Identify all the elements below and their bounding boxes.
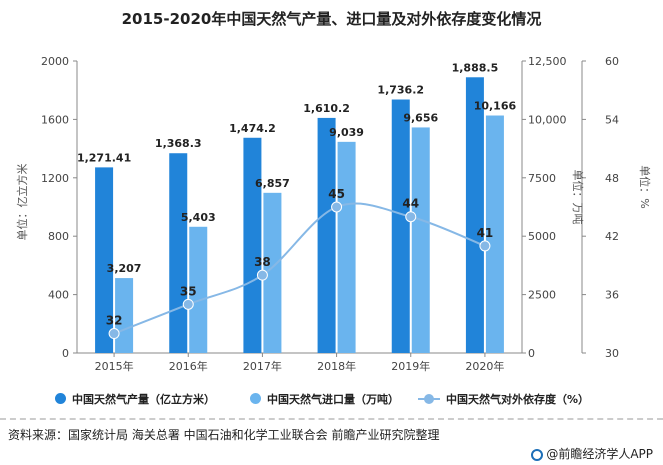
- data-label-production: 1,474.2: [229, 122, 276, 135]
- right-axis-title: 单位：万吨: [571, 170, 585, 225]
- data-label-imports: 10,166: [474, 100, 517, 113]
- legend-swatch-imports: [250, 393, 261, 404]
- far-right-axis-tick-label: 48: [605, 172, 619, 185]
- right-axis-tick-label: 0: [528, 347, 535, 360]
- x-axis-tick-label: 2017年: [243, 359, 282, 373]
- legend-item-dependence: 中国天然气对外依存度（%）: [418, 391, 589, 407]
- bar-imports: [263, 192, 282, 353]
- data-label-production: 1,888.5: [452, 61, 499, 74]
- point-dependence: [331, 201, 343, 213]
- data-label-dependence: 41: [477, 226, 494, 240]
- data-label-imports: 9,039: [329, 126, 364, 139]
- far-right-axis-tick-label: 30: [605, 347, 619, 360]
- bar-production: [169, 153, 188, 353]
- brand-label: @前瞻经济学人APP: [546, 447, 653, 461]
- chart-title: 2015-2020年中国天然气产量、进口量及对外依存度变化情况: [121, 10, 542, 28]
- far-right-axis-title: 单位：%: [638, 165, 652, 208]
- bar-production: [243, 137, 262, 353]
- source-note: 资料来源：国家统计局 海关总署 中国石油和化学工业联合会 前瞻产业研究院整理: [8, 428, 440, 442]
- data-label-imports: 3,207: [107, 262, 142, 275]
- legend-item-production: 中国天然气产量（亿立方米）: [55, 391, 215, 407]
- bar-production: [391, 99, 410, 353]
- data-label-dependence: 38: [254, 255, 271, 269]
- brand-footer: @前瞻经济学人APP: [531, 445, 653, 462]
- left-axis-title: 单位：亿立方米: [15, 164, 29, 241]
- left-axis-tick-label: 400: [48, 289, 69, 302]
- x-axis-tick-label: 2015年: [95, 359, 134, 373]
- legend-label-imports: 中国天然气进口量（万吨）: [267, 393, 399, 406]
- far-right-axis-tick-label: 36: [605, 289, 619, 302]
- legend-swatch-production: [55, 393, 66, 404]
- x-axis-tick-label: 2016年: [169, 359, 208, 373]
- point-dependence: [405, 211, 417, 223]
- x-axis-tick-label: 2018年: [317, 359, 356, 373]
- far-right-axis-tick-label: 54: [605, 113, 619, 126]
- footer-separator: [0, 418, 663, 420]
- legend: 中国天然气产量（亿立方米） 中国天然气进口量（万吨） 中国天然气对外依存度（%）: [0, 391, 663, 411]
- left-axis-tick-label: 0: [62, 347, 69, 360]
- right-axis-tick-label: 2500: [528, 289, 556, 302]
- point-dependence: [256, 269, 268, 281]
- point-dependence: [108, 328, 120, 340]
- x-axis-tick-label: 2019年: [391, 359, 430, 373]
- data-label-dependence: 44: [402, 197, 419, 211]
- bar-production: [317, 117, 336, 353]
- bar-production: [465, 77, 484, 354]
- data-label-production: 1,610.2: [303, 102, 350, 115]
- data-label-production: 1,368.3: [155, 137, 202, 150]
- right-axis-tick-label: 10,000: [528, 113, 567, 126]
- brand-logo-icon: [531, 449, 544, 461]
- data-label-production: 1,271.41: [77, 151, 131, 164]
- bar-imports: [337, 141, 356, 353]
- right-axis-tick-label: 7500: [528, 172, 556, 185]
- left-axis-tick-label: 1600: [41, 113, 69, 126]
- right-axis-tick-label: 5000: [528, 230, 556, 243]
- bar-imports: [411, 127, 430, 353]
- bar-imports: [485, 115, 504, 353]
- point-dependence: [479, 240, 491, 252]
- left-axis-tick-label: 1200: [41, 172, 69, 185]
- x-axis-tick-label: 2020年: [465, 359, 504, 373]
- right-axis-tick-label: 12,500: [528, 55, 567, 68]
- legend-item-imports: 中国天然气进口量（万吨）: [250, 391, 399, 407]
- data-label-imports: 6,857: [255, 177, 290, 190]
- data-label-imports: 9,656: [403, 111, 438, 124]
- bar-production: [95, 167, 114, 353]
- bar-imports: [115, 278, 134, 353]
- data-label-production: 1,736.2: [377, 84, 424, 97]
- data-label-dependence: 32: [106, 314, 123, 328]
- left-axis-tick-label: 2000: [41, 55, 69, 68]
- legend-swatch-dependence: [418, 394, 440, 404]
- far-right-axis-tick-label: 42: [605, 230, 619, 243]
- data-label-dependence: 35: [180, 284, 197, 298]
- legend-label-dependence: 中国天然气对外依存度（%）: [446, 393, 590, 406]
- point-dependence: [182, 298, 194, 310]
- data-label-imports: 5,403: [181, 211, 216, 224]
- left-axis-tick-label: 800: [48, 230, 69, 243]
- legend-label-production: 中国天然气产量（亿立方米）: [72, 393, 215, 406]
- bar-imports: [189, 226, 208, 353]
- data-label-dependence: 45: [328, 187, 345, 201]
- far-right-axis-tick-label: 60: [605, 55, 619, 68]
